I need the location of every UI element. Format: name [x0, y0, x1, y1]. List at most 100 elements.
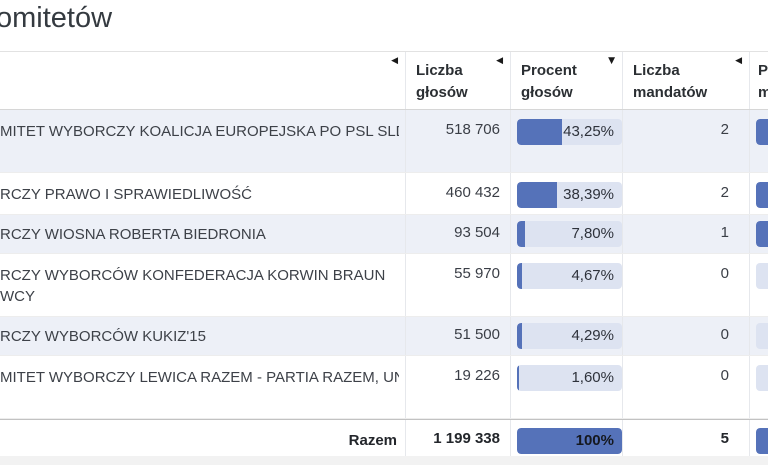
bar-fill	[756, 221, 768, 247]
vote-percent-bar: 1,60%	[517, 365, 622, 391]
table-row: RCZY WYBORCÓW KUKIZ'15 51 500 4,29% 0	[0, 317, 768, 356]
column-header-label: Liczba	[416, 62, 463, 79]
bar-fill	[517, 182, 558, 208]
totals-mandate-percent-cell	[750, 420, 768, 462]
percent-label: 38,39%	[563, 186, 614, 203]
mandate-percent-bar	[756, 428, 768, 454]
mandate-percent-cell	[750, 215, 768, 253]
vote-percent-bar: 43,25%	[517, 119, 622, 145]
vote-percent-cell: 43,25%	[511, 110, 623, 172]
column-header-label: m	[758, 84, 768, 101]
sort-triangle-down-icon: ▼	[608, 56, 615, 66]
vote-percent-bar: 38,39%	[517, 182, 622, 208]
page-title: omitetów	[0, 2, 113, 34]
bar-fill	[517, 365, 519, 391]
bar-fill	[756, 428, 768, 454]
totals-mandates-cell: 5	[623, 420, 750, 462]
committee-name: RCZY WYBORCÓW KUKIZ'15	[0, 328, 206, 345]
percent-label: 1,60%	[571, 369, 614, 386]
column-header-label: mandatów	[633, 84, 708, 101]
mandates-cell: 2	[623, 110, 750, 172]
column-header-mandates[interactable]: Liczba mandatów ◀	[623, 52, 750, 109]
mandates-cell: 1	[623, 215, 750, 253]
totals-vote-percent-cell: 100%	[511, 420, 623, 462]
committee-name: WCY	[0, 288, 35, 305]
committee-name-cell: RCZY WYBORCÓW KUKIZ'15	[0, 317, 406, 355]
mandates-cell: 0	[623, 356, 750, 418]
committee-name: RCZY WYBORCÓW KONFEDERACJA KORWIN BRAUN	[0, 267, 386, 284]
bar-fill	[517, 119, 563, 145]
table-header-row: ◀ Liczba głosów ◀ Procent głosów ▼ Liczb…	[0, 52, 768, 110]
results-table: ◀ Liczba głosów ◀ Procent głosów ▼ Liczb…	[0, 51, 768, 463]
percent-label: 4,29%	[571, 327, 614, 344]
bar-fill	[517, 428, 622, 454]
mandates-cell: 2	[623, 173, 750, 214]
percent-label: 100%	[575, 432, 614, 449]
vote-percent-bar: 4,29%	[517, 323, 622, 349]
bar-fill	[756, 182, 768, 208]
column-header-mandate-percent[interactable]: P m	[750, 52, 768, 109]
committee-name-cell: RCZY WYBORCÓW KONFEDERACJA KORWIN BRAUN …	[0, 254, 406, 316]
votes-cell: 460 432	[406, 173, 511, 214]
table-row: MITET WYBORCZY KOALICJA EUROPEJSKA PO PS…	[0, 110, 768, 173]
mandate-percent-bar	[756, 221, 768, 247]
percent-label: 7,80%	[571, 225, 614, 242]
committee-name-cell: MITET WYBORCZY KOALICJA EUROPEJSKA PO PS…	[0, 110, 406, 172]
vote-percent-bar: 100%	[517, 428, 622, 454]
vote-percent-bar: 7,80%	[517, 221, 622, 247]
votes-cell: 19 226	[406, 356, 511, 418]
percent-label: 4,67%	[571, 267, 614, 284]
committee-name: MITET WYBORCZY LEWICA RAZEM - PARTIA RAZ…	[0, 369, 399, 386]
votes-cell: 93 504	[406, 215, 511, 253]
votes-cell: 518 706	[406, 110, 511, 172]
bar-fill	[517, 221, 526, 247]
committee-name: MITET WYBORCZY KOALICJA EUROPEJSKA PO PS…	[0, 123, 399, 140]
votes-cell: 51 500	[406, 317, 511, 355]
mandate-percent-cell	[750, 356, 768, 418]
vote-percent-cell: 1,60%	[511, 356, 623, 418]
column-header-vote-percent[interactable]: Procent głosów ▼	[511, 52, 623, 109]
totals-votes-cell: 1 199 338	[406, 420, 511, 462]
vote-percent-cell: 38,39%	[511, 173, 623, 214]
mandate-percent-cell	[750, 317, 768, 355]
column-header-votes[interactable]: Liczba głosów ◀	[406, 52, 511, 109]
bar-fill	[756, 119, 768, 145]
column-header-label: Liczba	[633, 62, 680, 79]
committee-name: RCZY PRAWO I SPRAWIEDLIWOŚĆ	[0, 186, 252, 203]
vote-percent-cell: 4,67%	[511, 254, 623, 316]
mandates-cell: 0	[623, 317, 750, 355]
mandate-percent-bar	[756, 365, 768, 391]
committee-name: RCZY WIOSNA ROBERTA BIEDRONIA	[0, 226, 266, 243]
mandate-percent-bar	[756, 323, 768, 349]
mandate-percent-cell	[750, 254, 768, 316]
votes-cell: 55 970	[406, 254, 511, 316]
mandate-percent-bar	[756, 119, 768, 145]
percent-label: 43,25%	[563, 123, 614, 140]
bar-fill	[517, 263, 522, 289]
page-bottom-strip	[0, 456, 768, 465]
table-row: MITET WYBORCZY LEWICA RAZEM - PARTIA RAZ…	[0, 356, 768, 419]
mandate-percent-bar	[756, 182, 768, 208]
mandate-percent-cell	[750, 173, 768, 214]
vote-percent-cell: 7,80%	[511, 215, 623, 253]
column-header-label: głosów	[521, 84, 573, 101]
totals-label-cell: Razem	[0, 420, 406, 462]
sort-triangle-left-icon: ◀	[735, 56, 742, 66]
vote-percent-cell: 4,29%	[511, 317, 623, 355]
column-header-committee[interactable]: ◀	[0, 52, 406, 109]
column-header-label: Procent	[521, 62, 577, 79]
mandate-percent-cell	[750, 110, 768, 172]
table-row: RCZY PRAWO I SPRAWIEDLIWOŚĆ 460 432 38,3…	[0, 173, 768, 215]
bar-fill	[517, 323, 522, 349]
vote-percent-bar: 4,67%	[517, 263, 622, 289]
table-row: RCZY WIOSNA ROBERTA BIEDRONIA 93 504 7,8…	[0, 215, 768, 254]
column-header-label: głosów	[416, 84, 468, 101]
mandate-percent-bar	[756, 263, 768, 289]
column-header-label: P	[758, 62, 768, 79]
committee-name-cell: MITET WYBORCZY LEWICA RAZEM - PARTIA RAZ…	[0, 356, 406, 418]
table-row: RCZY WYBORCÓW KONFEDERACJA KORWIN BRAUN …	[0, 254, 768, 317]
sort-triangle-left-icon: ◀	[391, 56, 398, 66]
mandates-cell: 0	[623, 254, 750, 316]
committee-name-cell: RCZY PRAWO I SPRAWIEDLIWOŚĆ	[0, 173, 406, 214]
